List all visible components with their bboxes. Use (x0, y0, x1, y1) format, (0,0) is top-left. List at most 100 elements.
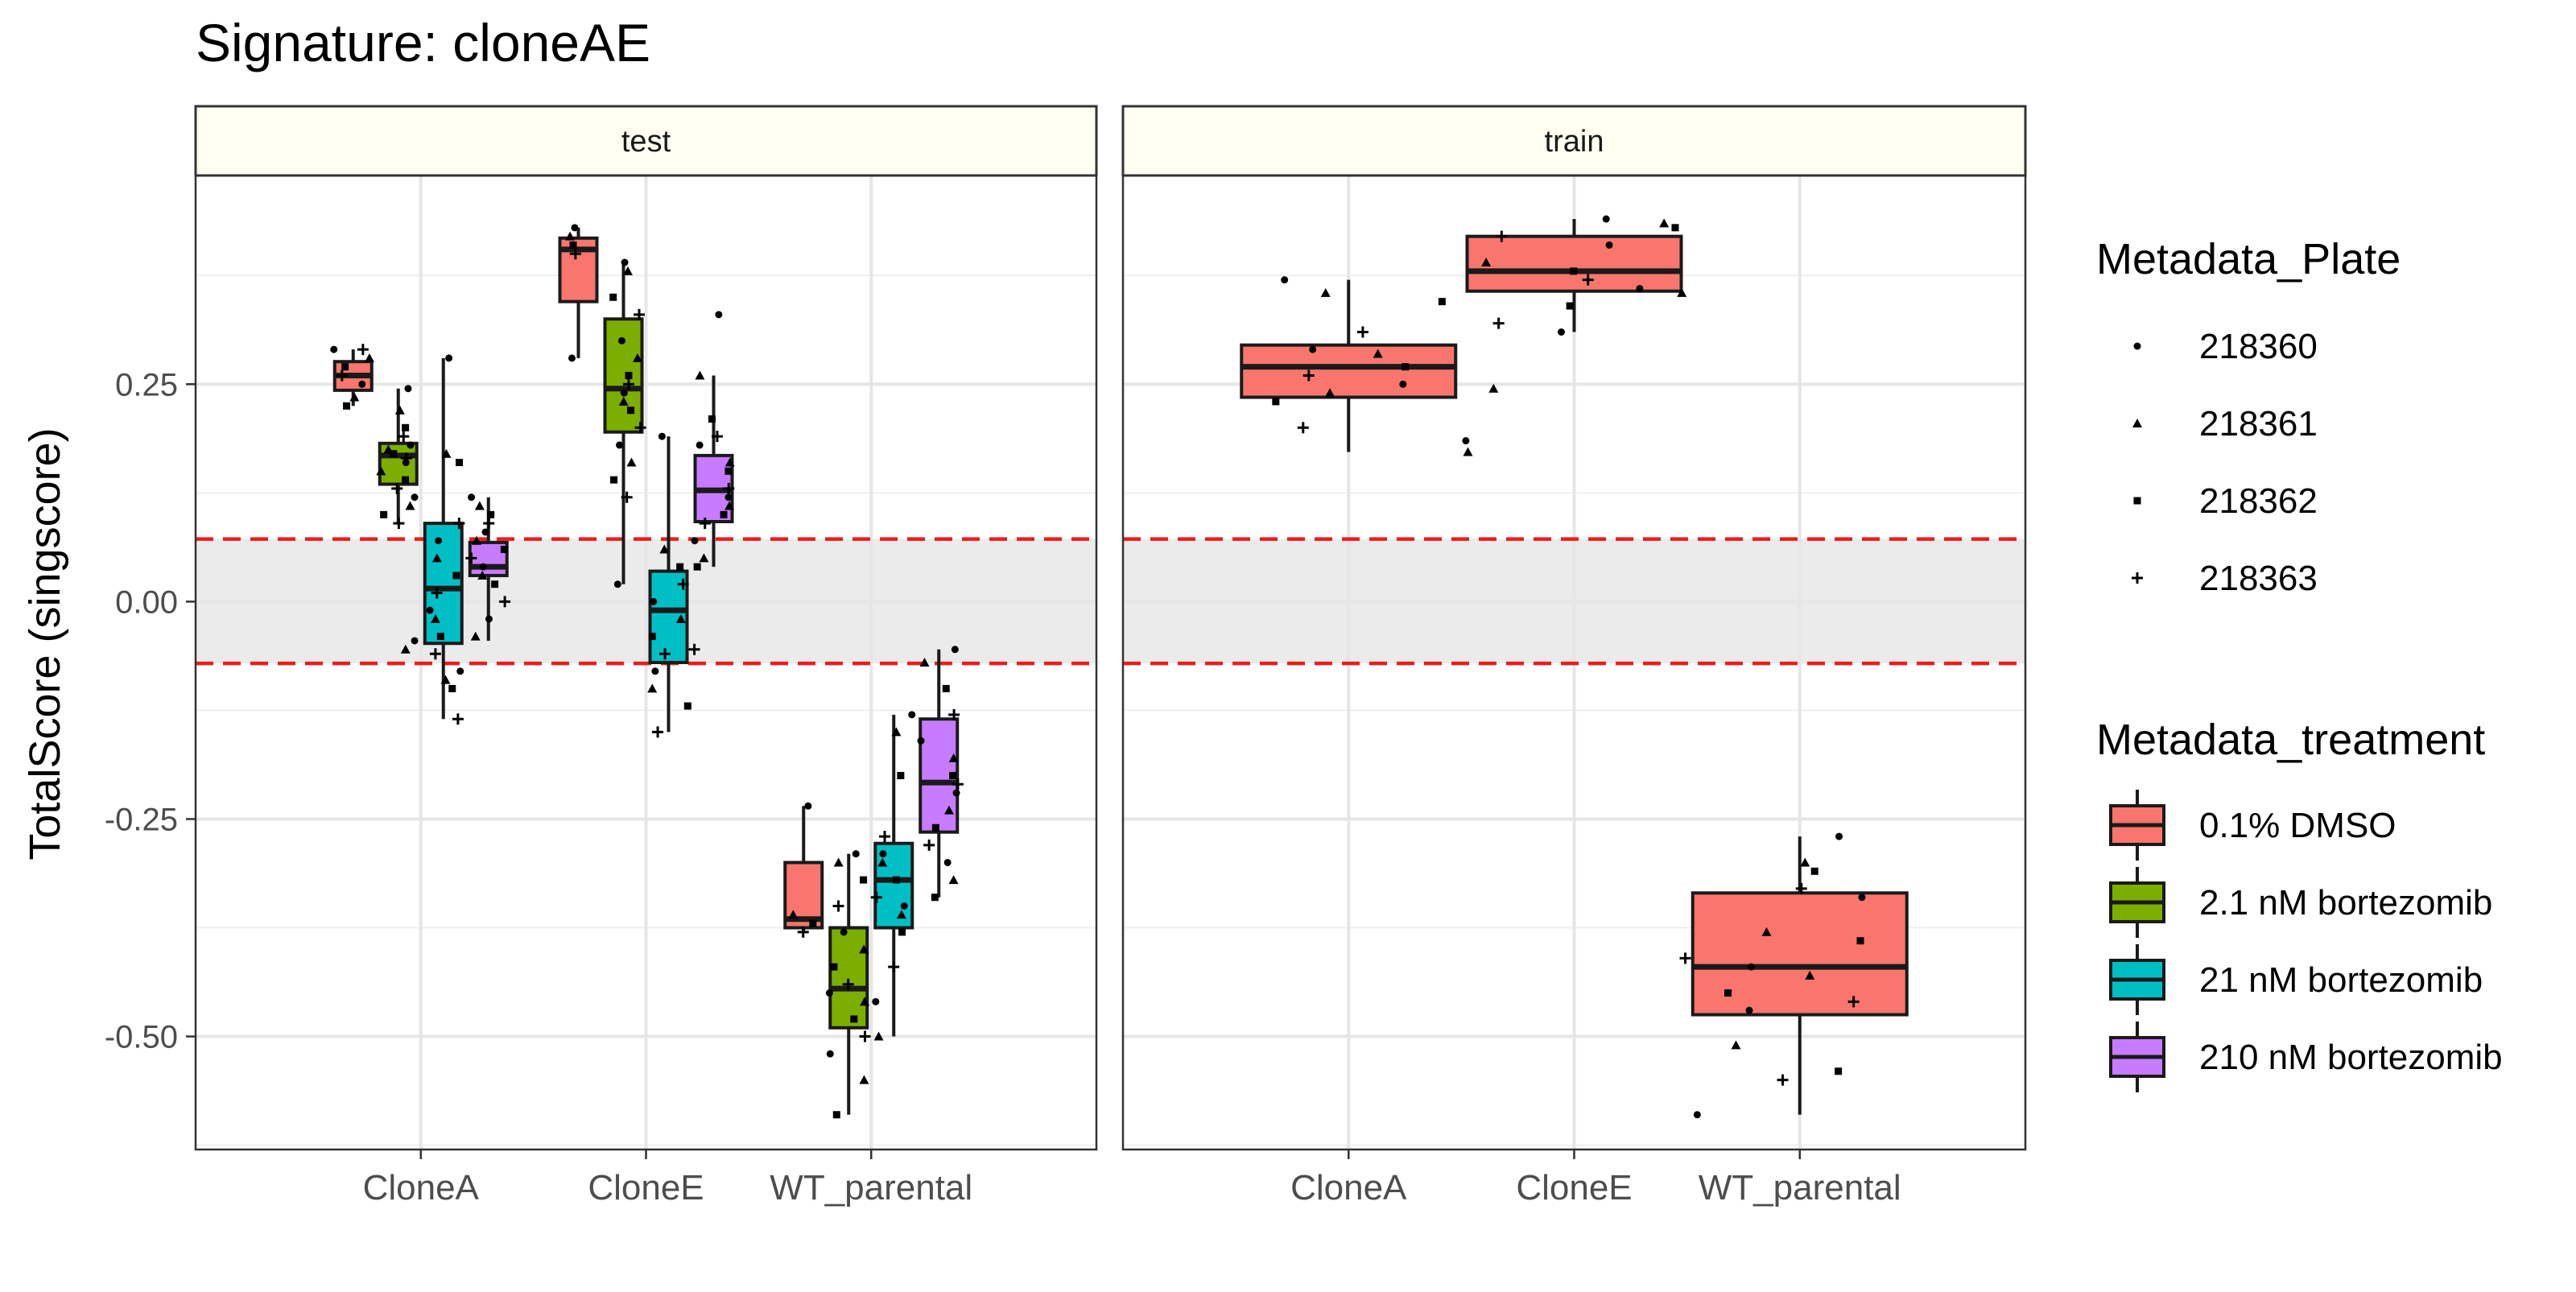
data-point (1582, 274, 1594, 286)
data-point (1858, 894, 1866, 902)
data-point (675, 613, 686, 623)
box-clonea-0-1-dmso (1240, 276, 1473, 456)
box-clonee-21-nm-bortezomib (647, 432, 691, 738)
data-point (376, 466, 386, 476)
data-point (440, 675, 451, 684)
data-point (1481, 258, 1492, 267)
data-point (1847, 996, 1860, 1008)
data-point (648, 633, 656, 641)
data-point (618, 396, 629, 406)
x-tick-label: CloneE (588, 1168, 704, 1207)
data-point (724, 501, 735, 510)
legend-title-plate: Metadata_Plate (2096, 235, 2401, 283)
data-point (1488, 383, 1499, 393)
data-point (625, 371, 633, 379)
data-point (651, 667, 659, 675)
data-point (568, 354, 576, 362)
box-clonea-2-1-nm-bortezomib (376, 385, 419, 654)
data-point (840, 928, 848, 936)
data-point (931, 894, 939, 902)
data-point (825, 989, 833, 997)
data-point (724, 493, 733, 502)
data-point (456, 459, 464, 467)
data-point (620, 389, 628, 397)
plot-layer: test CloneA CloneE WT_parental train CloneA Cl… (105, 105, 2027, 1207)
data-point (632, 353, 642, 362)
data-point (1724, 989, 1732, 997)
data-point (891, 727, 902, 737)
data-point (1761, 927, 1772, 936)
legend-item-plate-218361: 218361 (2132, 404, 2318, 444)
data-point (1438, 298, 1446, 306)
data-point (1795, 882, 1807, 894)
data-point (1402, 363, 1410, 371)
legend-item-plate-218362: 218362 (2133, 481, 2318, 521)
box-body (603, 317, 644, 434)
data-point (892, 876, 900, 884)
legend-label: 0.1% DMSO (2199, 806, 2396, 845)
data-point (407, 441, 415, 449)
data-point (859, 944, 869, 954)
data-point (720, 510, 728, 518)
data-point (1463, 447, 1473, 456)
data-point (859, 1075, 869, 1084)
box-wt-parental-0-1-dmso (783, 802, 824, 938)
box-body (1240, 343, 1458, 399)
data-point (659, 648, 671, 660)
data-point (1570, 267, 1578, 275)
x-tick-label: WT_parental (1699, 1168, 1901, 1207)
data-point (832, 1111, 840, 1119)
data-point (683, 702, 691, 710)
data-point (452, 572, 460, 580)
data-point (565, 231, 576, 241)
data-point (622, 266, 633, 275)
data-point (1558, 328, 1566, 336)
data-point (613, 580, 621, 588)
data-point (402, 476, 410, 484)
data-point (380, 510, 388, 518)
data-point (647, 683, 658, 693)
data-point (695, 370, 705, 380)
data-point (877, 857, 888, 867)
data-point (842, 978, 854, 990)
data-point (1462, 437, 1470, 445)
data-point (426, 606, 434, 614)
data-point (942, 684, 950, 692)
legend-title-treatment: Metadata_treatment (2096, 716, 2485, 764)
data-point (405, 501, 415, 510)
data-point (479, 563, 487, 571)
legend-circle-icon (2133, 342, 2141, 350)
data-point (1496, 230, 1508, 242)
legend-triangle-icon (2132, 419, 2142, 427)
legend-label: 218362 (2199, 481, 2318, 521)
data-point (693, 563, 701, 571)
legend-plus-icon (2132, 572, 2143, 584)
data-point (676, 563, 684, 571)
data-point (483, 518, 495, 530)
data-point (616, 441, 624, 449)
data-point (1602, 215, 1610, 223)
data-point (650, 597, 658, 605)
data-point (809, 919, 817, 927)
data-point (330, 345, 338, 353)
data-point (1800, 857, 1810, 867)
data-point (859, 1030, 871, 1042)
data-point (826, 1050, 834, 1058)
legend-label: 2.1 nM bortezomib (2199, 883, 2492, 923)
data-point (879, 831, 891, 843)
data-point (1810, 867, 1818, 875)
data-point (1659, 218, 1670, 228)
data-point (715, 311, 723, 319)
data-point (1856, 937, 1864, 945)
data-point (1731, 1040, 1741, 1050)
data-point (1835, 832, 1843, 840)
data-point (897, 771, 905, 779)
data-point (1309, 345, 1317, 353)
data-point (609, 293, 617, 301)
legend-label: 218360 (2199, 327, 2318, 366)
data-point (470, 631, 481, 641)
panel-train: train CloneA CloneE WT_parental (1121, 105, 2027, 1207)
data-point (571, 224, 579, 232)
data-point (404, 385, 412, 393)
